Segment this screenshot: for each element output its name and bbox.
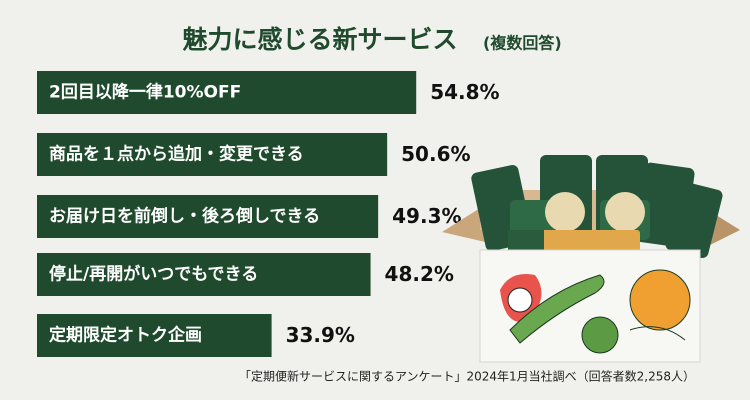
bar (37, 133, 388, 176)
category-label: 2回目以降一律10%OFF (49, 82, 241, 103)
category-label: お届け日を前倒し・後ろ倒しできる (49, 206, 320, 227)
bar (37, 314, 272, 357)
value-label: 54.8% (430, 80, 499, 104)
bar (37, 253, 371, 296)
value-label: 33.9% (286, 323, 355, 347)
value-label: 49.3% (392, 204, 461, 228)
chart-subtitle: (複数回答) (483, 34, 562, 53)
bar (37, 195, 379, 238)
category-label: 定期限定オトク企画 (49, 325, 202, 346)
bar (37, 71, 417, 114)
category-label: 停止/再開がいつでもできる (49, 264, 258, 285)
source-note: 「定期便新サービスに関するアンケート」2024年1月当社調べ（回答者数2,258… (239, 369, 695, 384)
category-label: 商品を１点から追加・変更できる (49, 144, 304, 165)
value-label: 48.2% (385, 262, 454, 286)
chart-title: 魅力に感じる新サービス (182, 25, 457, 54)
value-label: 50.6% (401, 142, 470, 166)
product-image (442, 155, 740, 363)
